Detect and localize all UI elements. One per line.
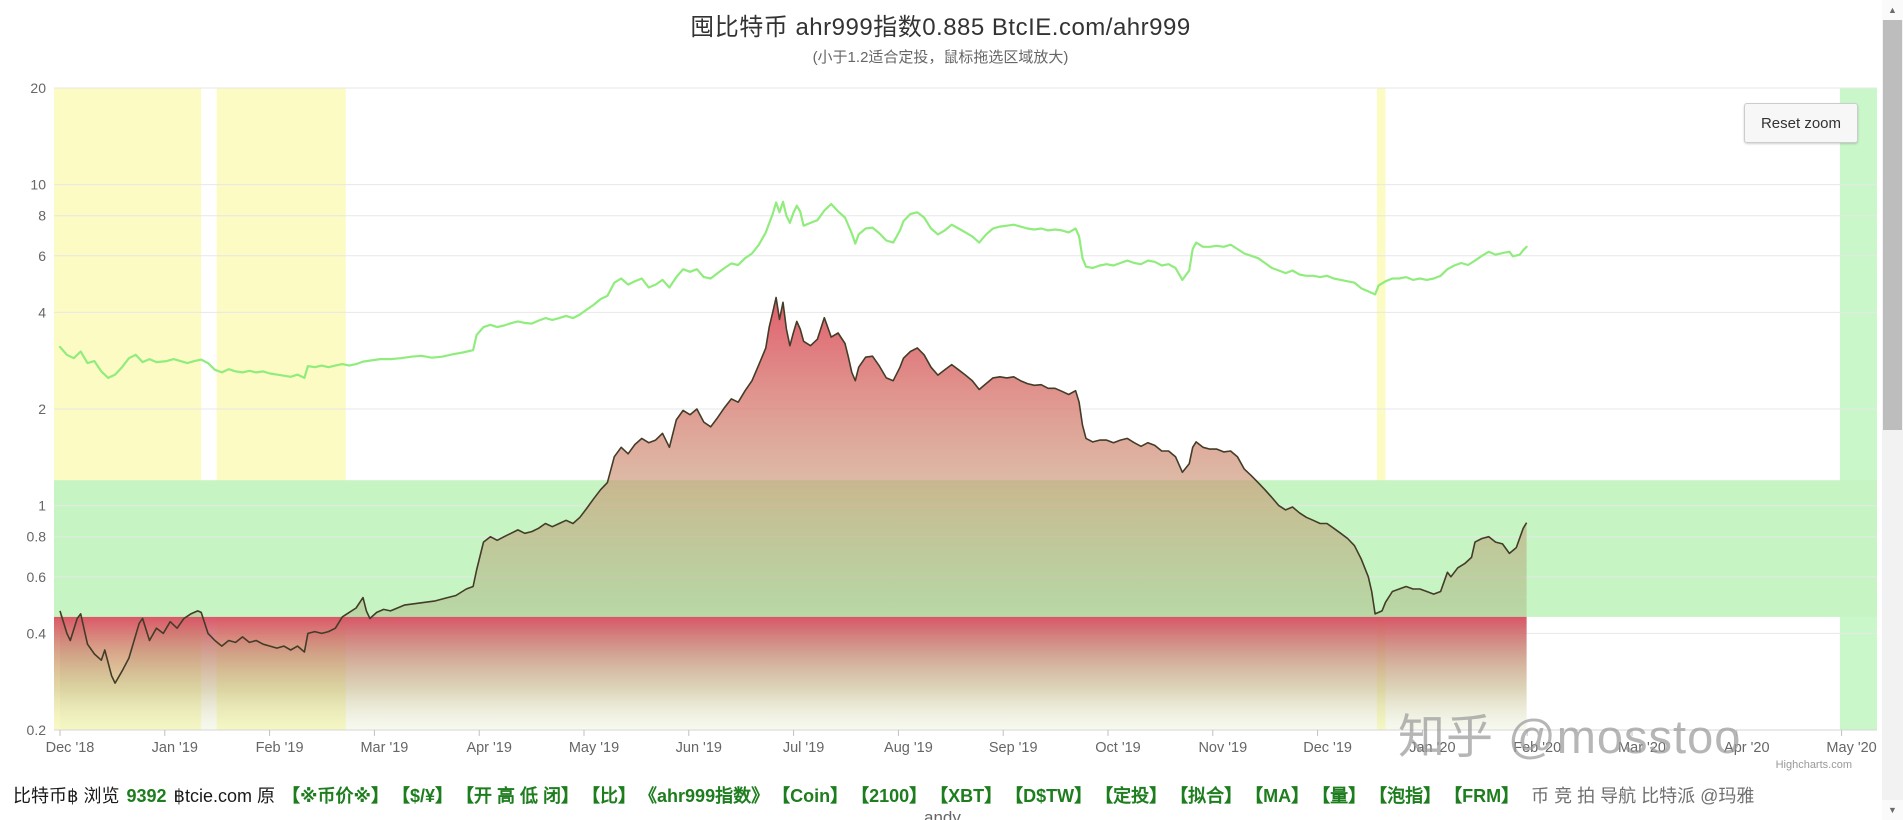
footer-link[interactable]: 【拟合】	[1179, 786, 1243, 806]
svg-text:Mar '20: Mar '20	[1618, 740, 1666, 756]
footer-link[interactable]: 【开 高 低 闭】	[465, 786, 580, 806]
svg-text:4: 4	[38, 304, 46, 320]
footer-text: 币 竞 拍 导航 比特派 @玛雅	[1531, 786, 1755, 806]
chart-title: 囤比特币 ahr999指数0.885 BtcIE.com/ahr999	[690, 14, 1191, 41]
svg-text:Apr '19: Apr '19	[466, 740, 512, 756]
svg-text:0.6: 0.6	[27, 569, 47, 585]
svg-text:Jan '19: Jan '19	[152, 740, 198, 756]
x-axis-ticks	[59, 730, 1843, 736]
svg-text:Nov '19: Nov '19	[1198, 740, 1247, 756]
footer-link[interactable]: 【泡指】	[1378, 786, 1442, 806]
svg-text:May '20: May '20	[1826, 740, 1876, 756]
footer-text: ฿tcie.com 原	[173, 786, 275, 806]
x-axis-labels: Dec '18 Jan '19 Feb '19 Mar '19 Apr '19 May '…	[46, 740, 1877, 756]
footer-link[interactable]: 【D$TW】	[1014, 786, 1093, 806]
scrollbar-thumb[interactable]	[1883, 20, 1902, 430]
y-axis-labels: 20 10 8 6 4 2 1 0.8 0.6 0.4 0.2	[27, 80, 47, 738]
chart-subtitle: (小于1.2适合定投，鼠标拖选区域放大)	[812, 49, 1069, 66]
footer-link[interactable]: 9392	[126, 786, 167, 806]
svg-text:May '19: May '19	[569, 740, 619, 756]
svg-text:0.4: 0.4	[27, 625, 47, 641]
svg-text:Apr '20: Apr '20	[1724, 740, 1770, 756]
svg-text:1: 1	[38, 498, 46, 514]
svg-text:Jan '20: Jan '20	[1409, 740, 1455, 756]
buy-zone-gradient-band	[54, 616, 1527, 730]
scrollbar-down-arrow-icon[interactable]: ▼	[1882, 800, 1903, 820]
footer-link[interactable]: 【定投】	[1104, 786, 1168, 806]
svg-text:Jul '19: Jul '19	[783, 740, 824, 756]
svg-text:Oct '19: Oct '19	[1095, 740, 1140, 756]
footer-link[interactable]: 【2100】	[860, 786, 928, 806]
footer-link[interactable]: 【量】	[1321, 786, 1367, 806]
footer-link[interactable]: 【FRM】	[1453, 786, 1520, 806]
footer-link[interactable]: 【比】	[591, 786, 637, 806]
svg-text:8: 8	[38, 208, 46, 224]
footer-link[interactable]: 《ahr999指数》	[648, 786, 770, 806]
svg-text:Jun '19: Jun '19	[676, 740, 722, 756]
svg-text:10: 10	[30, 177, 46, 193]
svg-text:Aug '19: Aug '19	[884, 740, 933, 756]
svg-text:Dec '18: Dec '18	[46, 740, 95, 756]
reset-zoom-button[interactable]: Reset zoom	[1744, 103, 1858, 143]
svg-text:Feb '20: Feb '20	[1513, 740, 1561, 756]
footer-link[interactable]: 【※币价※】	[281, 786, 389, 806]
scrollbar-up-arrow-icon[interactable]: ▲	[1882, 0, 1903, 20]
partial-next-row-text: andy	[924, 808, 961, 820]
highcharts-credit-link[interactable]: Highcharts.com	[1775, 759, 1852, 771]
svg-text:0.2: 0.2	[27, 722, 47, 738]
page-scrollbar[interactable]: ▲ ▼	[1882, 0, 1903, 820]
svg-text:6: 6	[38, 248, 46, 264]
svg-text:Dec '19: Dec '19	[1303, 740, 1352, 756]
footer-links-bar: 比特币฿ 浏览 9392 ฿tcie.com 原【※币价※】 【$/¥】 【开 高 低 …	[13, 782, 1873, 810]
btc-price-line-series[interactable]	[58, 200, 1528, 379]
svg-text:20: 20	[30, 80, 46, 96]
ahr999-line-series[interactable]	[59, 296, 1528, 684]
svg-text:Feb '19: Feb '19	[256, 740, 304, 756]
plot-area[interactable]: Dec '18 Jan '19 Feb '19 Mar '19 Apr '19 May '…	[0, 0, 1881, 778]
chart-container: Dec '18 Jan '19 Feb '19 Mar '19 Apr '19 May '…	[0, 0, 1881, 778]
svg-text:Sep '19: Sep '19	[989, 740, 1038, 756]
svg-text:2: 2	[38, 401, 46, 417]
footer-link[interactable]: 【MA】	[1254, 786, 1310, 806]
footer-link[interactable]: 【XBT】	[939, 786, 1003, 806]
svg-text:0.8: 0.8	[27, 529, 47, 545]
footer-text: 比特币฿ 浏览	[13, 786, 120, 806]
footer-link[interactable]: 【Coin】	[781, 786, 849, 806]
svg-text:Mar '19: Mar '19	[360, 740, 408, 756]
footer-link[interactable]: 【$/¥】	[400, 786, 454, 806]
